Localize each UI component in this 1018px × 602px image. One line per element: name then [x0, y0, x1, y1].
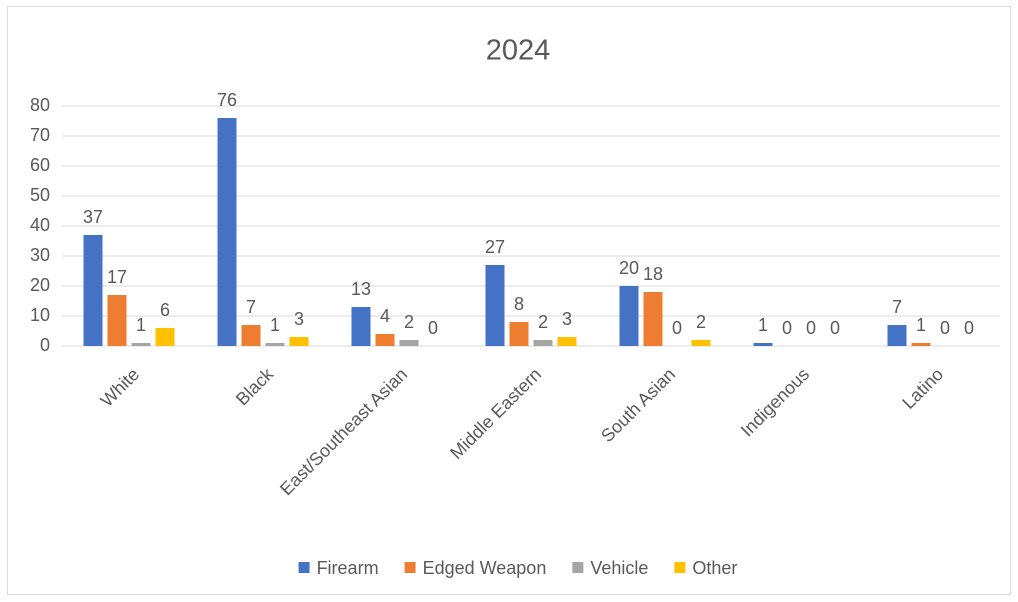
y-tick-label: 40 [30, 215, 50, 235]
y-tick-label: 60 [30, 155, 50, 175]
chart-border [7, 6, 1011, 595]
data-label: 0 [940, 318, 950, 338]
legend-label: Firearm [317, 558, 379, 578]
bar [619, 286, 639, 346]
data-label: 2 [696, 312, 706, 332]
data-label: 18 [643, 264, 663, 284]
bar [399, 340, 419, 346]
bar [83, 235, 103, 346]
data-label: 20 [619, 258, 639, 278]
y-tick-label: 0 [40, 335, 50, 355]
data-label: 2 [538, 312, 548, 332]
data-label: 76 [217, 90, 237, 110]
bar [911, 343, 931, 346]
data-label: 1 [270, 315, 280, 335]
data-label: 0 [806, 318, 816, 338]
data-label: 6 [160, 300, 170, 320]
bar [557, 337, 577, 346]
data-label: 0 [672, 318, 682, 338]
y-tick-label: 50 [30, 185, 50, 205]
bar [485, 265, 505, 346]
data-label: 3 [294, 309, 304, 329]
bar [107, 295, 127, 346]
bar [753, 343, 773, 346]
legend-label: Edged Weapon [423, 558, 547, 578]
bar [691, 340, 711, 346]
bar [533, 340, 553, 346]
bar [155, 328, 175, 346]
data-label: 17 [107, 267, 127, 287]
data-label: 7 [892, 297, 902, 317]
data-label: 0 [830, 318, 840, 338]
data-label: 1 [916, 315, 926, 335]
bar [131, 343, 151, 346]
y-tick-label: 10 [30, 305, 50, 325]
bar [217, 118, 237, 346]
bar [509, 322, 529, 346]
y-tick-label: 20 [30, 275, 50, 295]
data-label: 8 [514, 294, 524, 314]
bar [265, 343, 285, 346]
legend-swatch [674, 562, 686, 573]
legend-label: Vehicle [590, 558, 648, 578]
data-label: 2 [404, 312, 414, 332]
data-label: 0 [428, 318, 438, 338]
data-label: 13 [351, 279, 371, 299]
data-label: 1 [136, 315, 146, 335]
legend-swatch [572, 562, 584, 573]
data-label: 37 [83, 207, 103, 227]
y-tick-label: 30 [30, 245, 50, 265]
bar [887, 325, 907, 346]
y-tick-label: 80 [30, 95, 50, 115]
data-label: 7 [246, 297, 256, 317]
data-label: 1 [758, 315, 768, 335]
bar [289, 337, 309, 346]
bar [643, 292, 663, 346]
data-label: 0 [782, 318, 792, 338]
y-tick-label: 70 [30, 125, 50, 145]
data-label: 0 [964, 318, 974, 338]
data-label: 4 [380, 306, 390, 326]
data-label: 27 [485, 237, 505, 257]
chart-title: 2024 [486, 35, 551, 67]
bar [375, 334, 395, 346]
legend-label: Other [692, 558, 737, 578]
bar [351, 307, 371, 346]
legend-swatch [404, 562, 416, 573]
bar [241, 325, 261, 346]
legend-swatch [298, 562, 310, 573]
data-label: 3 [562, 309, 572, 329]
